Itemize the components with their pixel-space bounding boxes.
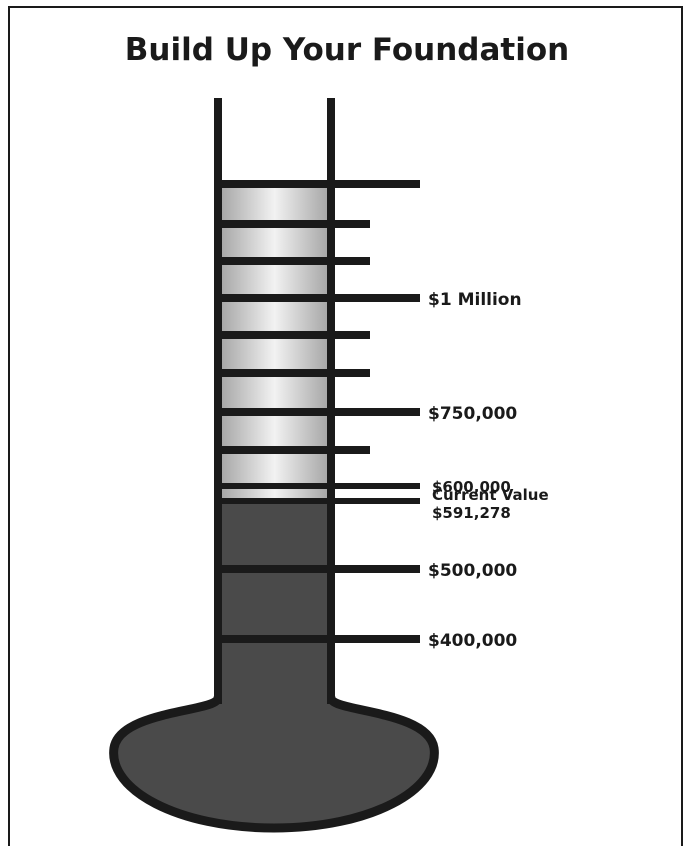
scale-ticks: [218, 180, 420, 643]
tick-label: $750,000: [428, 404, 517, 424]
fill-level: [222, 501, 327, 708]
bulb: [109, 693, 439, 833]
tick-label: $400,000: [428, 631, 517, 651]
tick-label: $1 Million: [428, 290, 522, 310]
poster-frame: Build Up Your Foundation $1 Million $750,…: [8, 6, 683, 846]
thermometer-chart: Build Up Your Foundation $1 Million $750,…: [109, 32, 569, 833]
neck-fill: [222, 684, 327, 714]
scale-labels: $1 Million $750,000 $600,000 $500,000 $400,0…: [428, 290, 549, 651]
current-value-label: Current Value: [432, 486, 549, 504]
chart-title: Build Up Your Foundation: [125, 32, 569, 68]
current-value-amount: $591,278: [432, 504, 511, 522]
tick-label: $500,000: [428, 561, 517, 581]
tick-label: $600,000: [432, 478, 511, 496]
thermometer-body: [109, 98, 439, 833]
